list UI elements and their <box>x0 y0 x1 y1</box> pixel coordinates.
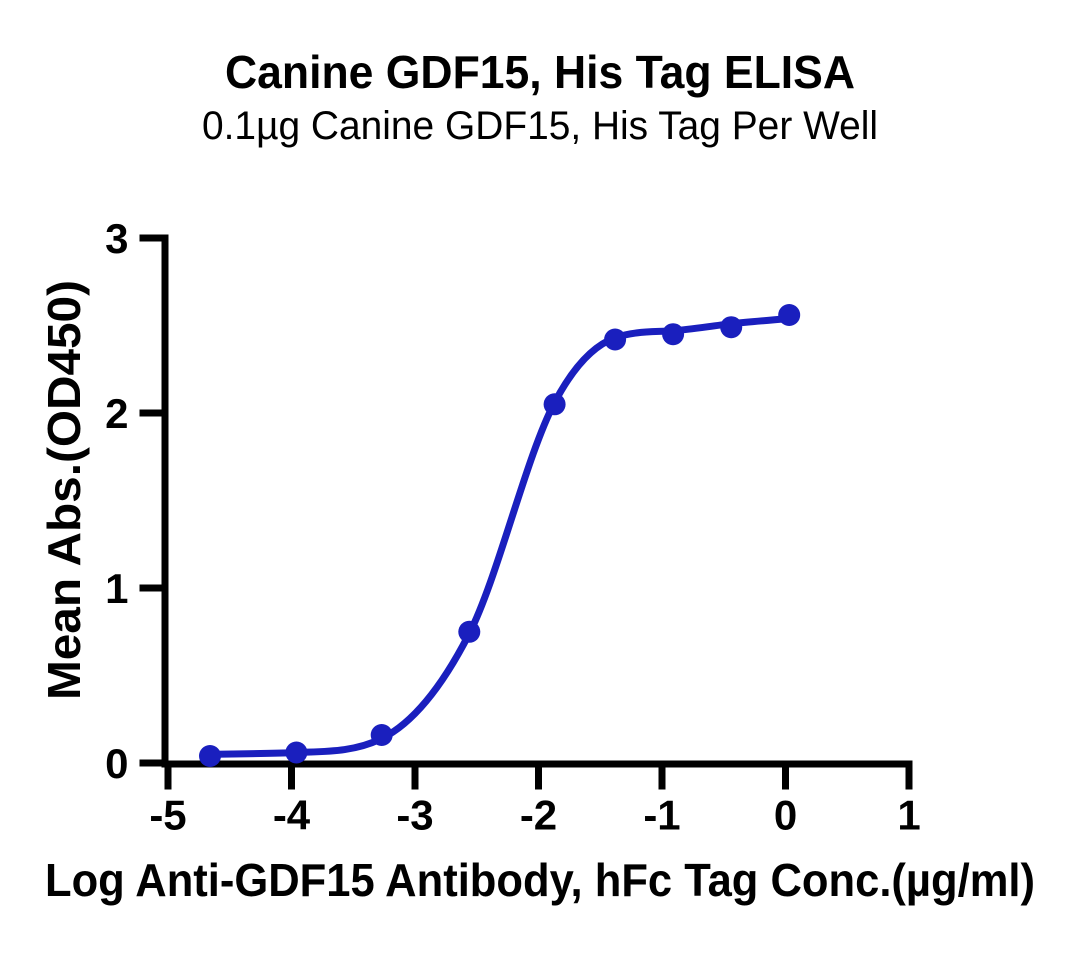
data-point <box>720 316 743 339</box>
x-tick-label: -3 <box>396 792 433 839</box>
fit-curve <box>206 315 793 758</box>
y-tick-label: 3 <box>105 215 128 262</box>
data-point <box>778 304 801 326</box>
data-point <box>604 328 627 351</box>
data-point <box>370 724 393 746</box>
points-layer <box>199 304 801 767</box>
y-tick-label: 0 <box>105 740 128 787</box>
x-tick-label: 0 <box>774 792 797 839</box>
y-axis-label: Mean Abs.(OD450) <box>38 280 90 700</box>
curve-layer <box>206 315 793 758</box>
x-tick-label: -4 <box>273 792 311 839</box>
data-point <box>543 393 566 416</box>
x-tick-label: -2 <box>520 792 557 839</box>
data-point <box>199 745 221 767</box>
x-tick-label: -5 <box>149 792 186 839</box>
data-point <box>458 620 481 643</box>
y-tick-label: 1 <box>105 565 128 612</box>
chart-subtitle: 0.1µg Canine GDF15, His Tag Per Well <box>202 104 878 148</box>
x-axis-label: Log Anti-GDF15 Antibody, hFc Tag Conc.(µ… <box>45 854 1035 906</box>
x-tick-label: -1 <box>643 792 680 839</box>
chart-title: Canine GDF15, His Tag ELISA <box>225 46 855 98</box>
y-tick-label: 2 <box>105 390 128 437</box>
data-point <box>662 323 685 346</box>
data-point <box>285 741 308 764</box>
axes-layer: 0 1 2 3 -5 -4 -3 -2 -1 0 1 <box>105 215 921 839</box>
x-tick-label: 1 <box>897 792 920 839</box>
